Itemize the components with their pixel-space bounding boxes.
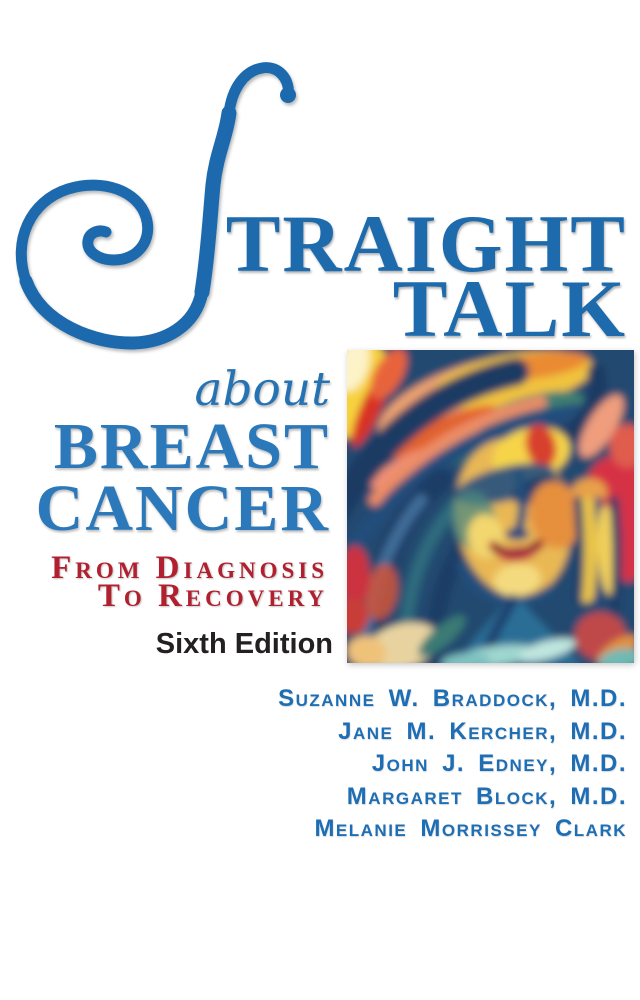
script-word-about: about: [194, 362, 330, 417]
cover-art-painting: [347, 350, 634, 663]
author-line: Margaret Block, M.D.: [346, 782, 627, 810]
swash-initial-s: [15, 62, 296, 350]
tagline-line-1: From Diagnosis: [51, 550, 328, 586]
author-line: Jane M. Kercher, M.D.: [338, 717, 627, 745]
title-line-straight: TRAIGHT: [225, 198, 627, 289]
title-line-talk: TALK: [392, 263, 627, 354]
author-line: Suzanne W. Braddock, M.D.: [278, 685, 627, 712]
subject-line-cancer: CANCER: [35, 472, 330, 545]
author-list: Suzanne W. Braddock, M.D. Jane M. Kerche…: [278, 683, 627, 846]
author-line: John J. Edney, M.D.: [371, 750, 627, 777]
tagline-line-2: To Recovery: [97, 578, 328, 614]
author-line: Melanie Morrissey Clark: [314, 815, 627, 842]
subject-line-breast: BREAST: [53, 410, 330, 483]
edition-label: Sixth Edition: [155, 628, 333, 660]
